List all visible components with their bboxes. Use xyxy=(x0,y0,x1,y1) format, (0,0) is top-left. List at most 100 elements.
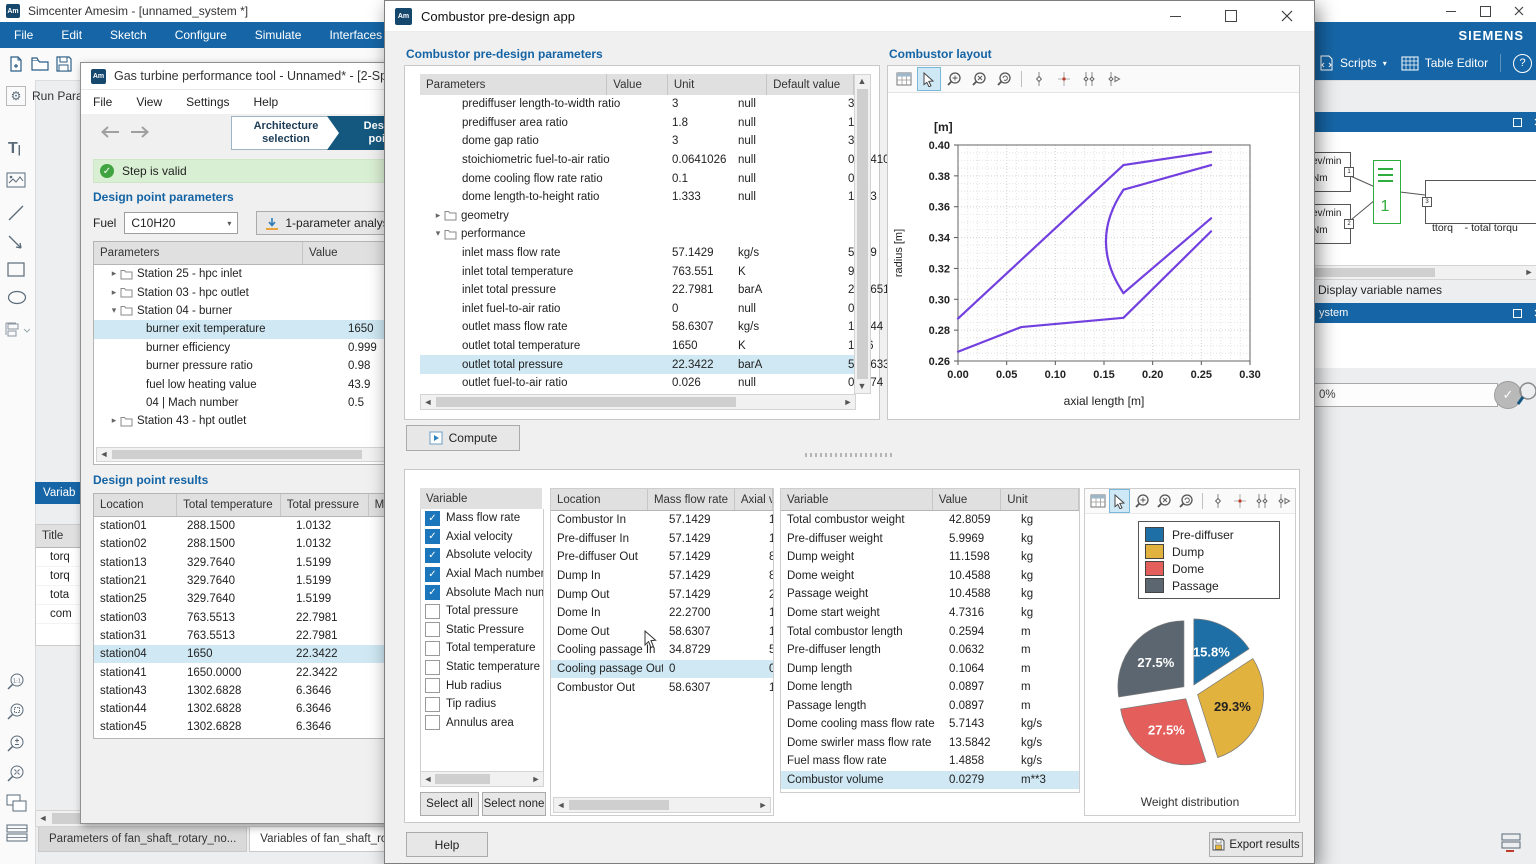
horizontal-scrollbar[interactable]: ◄ ► xyxy=(420,771,544,787)
menu-file[interactable]: File xyxy=(14,28,34,42)
menu-edit[interactable]: Edit xyxy=(61,28,83,42)
shaft-component[interactable]: 1 xyxy=(1373,160,1401,224)
zoom-pan-icon[interactable] xyxy=(942,67,966,91)
table-row[interactable]: dome gap ratio 3 null 3 xyxy=(420,132,854,151)
marker-play-icon[interactable] xyxy=(1102,67,1126,91)
canvas-scrollbar[interactable]: ► xyxy=(1313,265,1536,280)
checkbox[interactable]: ✓ xyxy=(425,547,440,563)
component-box-2[interactable]: ev/min Nm 2 xyxy=(1313,204,1354,244)
zoom-fit-icon[interactable] xyxy=(6,702,26,722)
maximize-button[interactable] xyxy=(1214,7,1248,25)
table-row[interactable]: Dome swirler mass flow rate 13.5842 kg/s xyxy=(781,733,1079,753)
table-row[interactable]: Passage weight 10.4588 kg xyxy=(781,585,1079,604)
crosshair-marker-icon[interactable] xyxy=(1230,489,1251,513)
scripts-button[interactable]: Scripts xyxy=(1340,56,1377,70)
marker-icon[interactable] xyxy=(1027,67,1051,91)
checkbox[interactable] xyxy=(425,696,440,712)
table-row[interactable]: ▸ geometry xyxy=(420,206,854,226)
expand-arrow[interactable]: ▸ xyxy=(111,269,117,280)
menu-interfaces[interactable]: Interfaces xyxy=(329,28,383,42)
scroll-left-arrow[interactable]: ◄ xyxy=(423,397,433,407)
restore-panel-icon[interactable] xyxy=(1513,308,1522,318)
line-tool-icon[interactable] xyxy=(7,204,25,222)
pie-slice-dump[interactable] xyxy=(1197,658,1264,758)
checkbox[interactable] xyxy=(425,603,440,619)
menu-help[interactable]: Help xyxy=(253,95,279,109)
menu-configure[interactable]: Configure xyxy=(174,28,227,42)
checkbox-item[interactable]: Annulus area xyxy=(421,714,543,733)
table-row[interactable]: Total combustor weight 42.8059 kg xyxy=(781,511,1079,530)
zoom-selection-icon[interactable] xyxy=(6,764,26,784)
arrow-tool-icon[interactable] xyxy=(7,234,25,252)
sketch-canvas[interactable]: ev/min Nm 1 ev/min Nm 2 1 ttorq - total … xyxy=(1313,132,1536,265)
splitter-handle[interactable] xyxy=(805,453,895,457)
help-button[interactable]: Help xyxy=(406,832,488,857)
image-tool-icon[interactable] xyxy=(6,172,26,188)
table-row[interactable]: Total combustor length 0.2594 m xyxy=(781,622,1079,641)
scroll-right-arrow[interactable]: ► xyxy=(843,397,853,407)
one-parameter-analysis-button[interactable]: 1-parameter analysis xyxy=(256,211,407,235)
bottom-right-panel-icon[interactable] xyxy=(1500,832,1522,852)
checkbox[interactable]: ✓ xyxy=(425,585,440,601)
compute-button[interactable]: Compute xyxy=(406,425,520,451)
export-results-button[interactable]: Export results xyxy=(1209,832,1303,857)
double-marker-icon[interactable] xyxy=(1077,67,1101,91)
checkbox-item[interactable]: ✓ Absolute Mach numb... xyxy=(421,583,543,602)
checkbox[interactable]: ✓ xyxy=(425,510,440,526)
zoom-in-out-icon[interactable] xyxy=(6,734,26,754)
checkbox-item[interactable]: ✓ Absolute velocity xyxy=(421,546,543,565)
table-row[interactable]: com xyxy=(36,605,81,624)
pie-slice-pre-diffuser[interactable] xyxy=(1193,618,1250,686)
collapse-arrow[interactable]: ▾ xyxy=(111,305,117,316)
crosshair-marker-icon[interactable] xyxy=(1052,67,1076,91)
checkbox-item[interactable]: ✓ Axial velocity xyxy=(421,528,543,547)
scripts-icon[interactable] xyxy=(1319,55,1334,71)
ellipse-tool-icon[interactable] xyxy=(7,290,27,305)
table-row[interactable]: Dump weight 11.1598 kg xyxy=(781,548,1079,567)
scroll-right-arrow[interactable]: ► xyxy=(531,774,541,784)
checkbox-item[interactable]: Total pressure xyxy=(421,602,543,621)
fuel-select[interactable]: C10H20 ▾ xyxy=(124,212,239,234)
table-row[interactable]: Dome cooling mass flow rate 5.7143 kg/s xyxy=(781,715,1079,734)
rectangle-tool-icon[interactable] xyxy=(7,262,25,278)
pointer-icon[interactable] xyxy=(917,67,941,91)
table-row[interactable]: outlet total temperature1650K1916 xyxy=(420,336,874,356)
display-variable-names-label[interactable]: Display variable names xyxy=(1318,283,1443,297)
zoom-reset-icon[interactable] xyxy=(1176,489,1197,513)
marker-play-icon[interactable] xyxy=(1274,489,1295,513)
variables-dock-tab[interactable]: Variab xyxy=(35,482,88,504)
table-row[interactable]: ▾ performance xyxy=(420,225,854,244)
table-row[interactable]: Dump length 0.1064 m xyxy=(781,659,1079,678)
weight-distribution-pie[interactable]: 15.8% 29.3% 27.5% 27.5% xyxy=(1097,599,1283,785)
scroll-left-arrow[interactable]: ◄ xyxy=(99,449,109,459)
zoom-actual-icon[interactable]: 1:1 xyxy=(6,672,26,692)
checkbox-item[interactable]: Tip radius xyxy=(421,695,543,714)
component-tool-icon[interactable] xyxy=(4,320,30,338)
horizontal-scrollbar[interactable]: ◄ ► xyxy=(420,394,856,410)
double-marker-icon[interactable] xyxy=(1252,489,1273,513)
checkbox[interactable]: ✓ xyxy=(425,529,440,545)
pie-slice-passage[interactable] xyxy=(1117,620,1185,698)
close-button[interactable] xyxy=(1502,2,1536,20)
scroll-right-arrow[interactable]: ► xyxy=(1524,267,1534,277)
help-icon[interactable]: ? xyxy=(1513,53,1533,73)
minimize-button[interactable] xyxy=(1434,2,1468,20)
checkbox-item[interactable]: ✓ Mass flow rate xyxy=(421,509,543,528)
table-row[interactable]: Combustor volume 0.0279 m**3 xyxy=(781,770,1079,790)
menu-file[interactable]: File xyxy=(93,95,113,109)
checkbox-item[interactable]: ✓ Axial Mach number xyxy=(421,565,543,584)
scroll-down-arrow[interactable]: ▼ xyxy=(857,381,867,391)
scroll-right-arrow[interactable]: ► xyxy=(758,800,768,810)
table-row[interactable]: Dome start weight 4.7316 kg xyxy=(781,603,1079,623)
bottom-tab[interactable]: Parameters of fan_shaft_rotary_no... xyxy=(38,827,248,852)
menu-sketch[interactable]: Sketch xyxy=(110,28,147,42)
